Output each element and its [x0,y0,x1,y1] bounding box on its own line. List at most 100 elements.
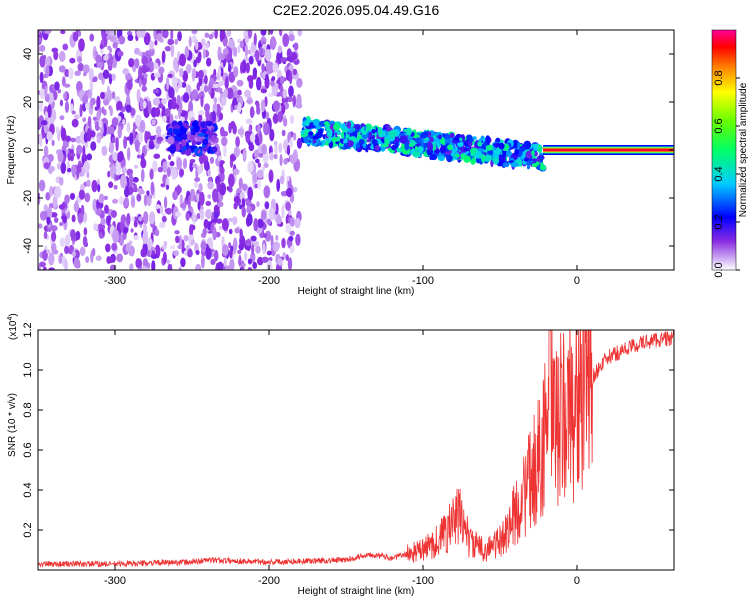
heatmap-cell [286,96,293,103]
heatmap-cell [241,197,246,209]
heatmap-cell [304,130,308,137]
heatmap-cell [531,158,538,162]
heatmap-cell [170,245,175,250]
heatmap-cell [207,143,212,147]
heatmap-cell [116,100,123,111]
heatmap-cell [356,142,360,149]
heatmap-cell [156,136,164,142]
heatmap-cell [247,161,254,173]
heatmap-cell [327,137,332,144]
heatmap-cell [239,40,244,49]
heatmap-cell [107,125,115,135]
heatmap-cell [82,117,87,123]
heatmap-cell [168,154,172,161]
heatmap-cell [112,151,118,162]
heatmap-cell [177,244,183,250]
heatmap-cell [71,214,76,223]
heatmap-cell [66,160,70,175]
heatmap-cell [269,128,275,142]
heatmap-cell [175,211,182,217]
heatmap-cell [266,61,273,74]
heatmap-cell [58,50,66,63]
heatmap-cell [174,230,180,235]
heatmap-cell [478,148,486,152]
heatmap-cell [226,186,230,191]
heatmap-cell [117,126,122,139]
heatmap-cell [347,140,354,148]
y-tick-label: 0 [22,147,34,153]
heatmap-cell [79,103,83,118]
heatmap-cell [233,195,240,203]
heatmap-cell [526,164,531,170]
heatmap-cell [223,257,227,267]
heatmap-cell [242,150,246,160]
heatmap-cell [48,166,53,175]
heatmap-cell [338,142,342,147]
heatmap-cell [184,123,188,129]
heatmap-cell [190,239,195,246]
heatmap-cell [195,141,202,145]
heatmap-cell [100,91,105,100]
x-tick-label: -100 [412,275,434,287]
heatmap-cell [285,223,292,234]
heatmap-cell [318,120,326,127]
heatmap-cell [213,211,219,220]
heatmap-cell [257,162,262,168]
heatmap-cell [523,140,532,150]
heatmap-cell [346,121,351,129]
heatmap-cell [539,156,543,163]
colorbar-tick-label: 0.8 [713,70,725,85]
heatmap-cell [98,72,104,81]
heatmap-cell [256,201,260,208]
heatmap-cell [136,154,142,159]
heatmap-cell [266,260,273,270]
heatmap-cell [189,158,196,164]
heatmap-cell [170,30,174,41]
heatmap-cell [417,145,424,153]
heatmap-cell [111,136,116,144]
heatmap-cell [78,160,82,166]
snr-y-ticks: 0.2 0.4 0.6 0.8 1.0 1.2 [22,322,674,538]
heatmap-cell [132,176,139,183]
heatmap-cell [295,233,301,246]
heatmap-cell [53,217,59,224]
heatmap-cell [74,114,80,120]
heatmap-cell [196,212,201,220]
heatmap-cell [154,204,161,209]
heatmap-cell [70,103,74,113]
heatmap-cell [514,148,520,156]
heatmap-cell [185,63,192,74]
snr-multiplier-close: ) [8,313,19,316]
heatmap-cell [294,217,301,229]
heatmap-cell [404,142,410,151]
heatmap-cell [358,138,365,145]
heatmap-cell [154,39,158,46]
heatmap-cell [218,53,226,61]
heatmap-cell [277,111,283,123]
heatmap-cell [169,160,175,167]
heatmap-cell [175,235,180,244]
heatmap-cell [436,141,440,149]
heatmap-cell [87,116,92,128]
heatmap-cell [406,127,412,136]
heatmap-cell [199,208,205,221]
heatmap-cell [125,72,132,82]
heatmap-cell [169,263,173,270]
heatmap-cell [195,249,200,256]
heatmap-cell [264,202,270,210]
heatmap-cell [158,103,164,109]
heatmap-cell [107,170,111,178]
heatmap-cell [505,150,512,158]
heatmap-cell [266,218,272,226]
heatmap-cell [182,92,190,103]
heatmap-cell [518,147,526,152]
heatmap-cell [289,138,294,148]
heatmap-cell [38,179,46,192]
heatmap-cell [202,228,207,236]
chart-title: C2E2.2026.095.04.49.G16 [273,2,440,18]
heatmap-cell [233,237,238,252]
heatmap-cell [422,131,429,136]
colorbar-tick-label: 0.4 [713,166,725,181]
heatmap-cell [194,177,201,182]
heatmap-cell [221,244,229,256]
